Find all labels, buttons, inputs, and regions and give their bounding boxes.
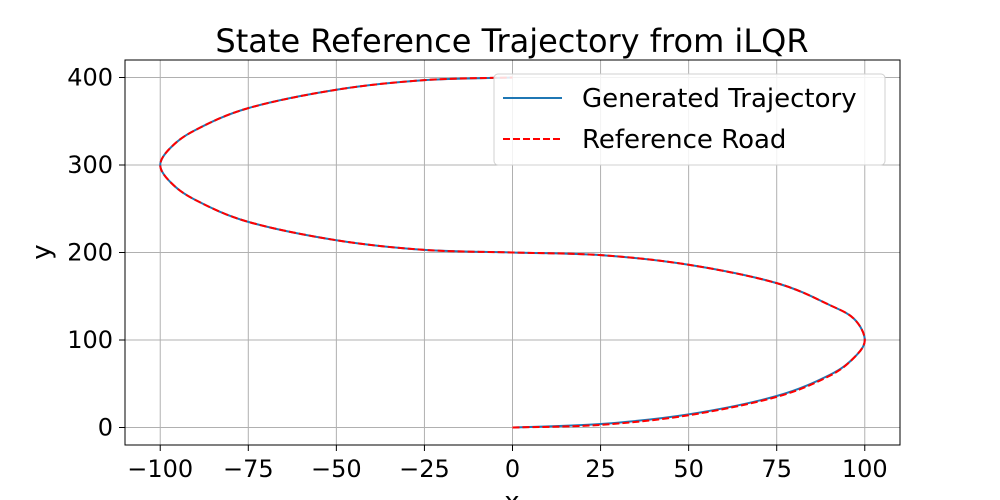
y-tick-label: 300 bbox=[67, 151, 113, 179]
y-tick-label: 200 bbox=[67, 239, 113, 267]
x-tick-label: 50 bbox=[673, 455, 704, 483]
x-axis-label: x bbox=[504, 487, 519, 500]
x-tick-label: 25 bbox=[585, 455, 616, 483]
x-tick-label: 75 bbox=[761, 455, 792, 483]
x-tick-label: −75 bbox=[223, 455, 274, 483]
series-layer bbox=[159, 76, 866, 429]
chart-title: State Reference Trajectory from iLQR bbox=[215, 22, 808, 60]
x-tick-label: −100 bbox=[127, 455, 193, 483]
y-axis-label: y bbox=[27, 244, 57, 259]
y-tick-label: 0 bbox=[98, 414, 113, 442]
axis-ticks: −100 −75 −50 −25 0 25 50 75 100 0 100 200 300 400 bbox=[67, 64, 887, 484]
legend: Generated Trajectory Reference Road bbox=[493, 73, 886, 166]
x-tick-label: 100 bbox=[842, 455, 888, 483]
legend-label: Generated Trajectory bbox=[582, 84, 857, 114]
legend-box bbox=[493, 73, 886, 166]
series-line-reference-road bbox=[159, 76, 866, 429]
y-tick-label: 400 bbox=[67, 64, 113, 92]
x-tick-label: 0 bbox=[505, 455, 520, 483]
legend-label: Reference Road bbox=[582, 125, 786, 155]
x-tick-label: −50 bbox=[311, 455, 362, 483]
y-tick-label: 100 bbox=[67, 326, 113, 354]
x-tick-label: −25 bbox=[399, 455, 450, 483]
